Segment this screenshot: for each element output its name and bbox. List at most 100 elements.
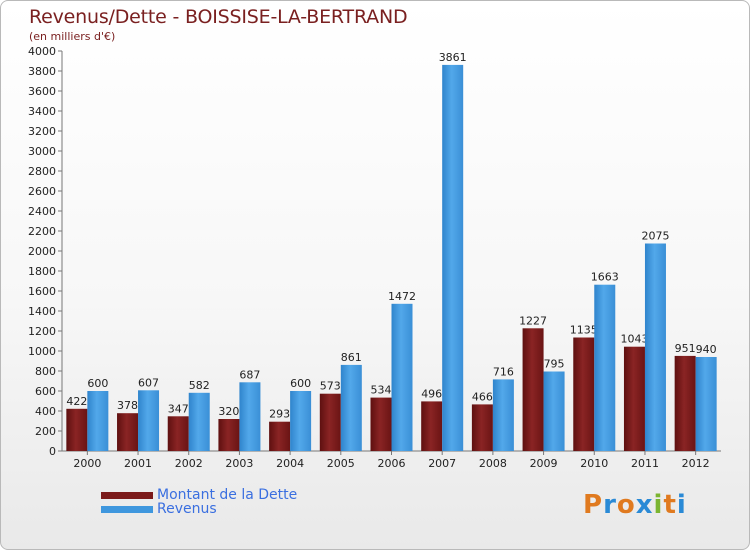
bar-dette bbox=[319, 393, 341, 451]
value-label-revenus: 582 bbox=[189, 379, 210, 392]
bar-dette bbox=[117, 413, 139, 451]
x-tick-label: 2000 bbox=[73, 457, 101, 470]
x-tick-label: 2012 bbox=[682, 457, 710, 470]
value-label-revenus: 795 bbox=[544, 358, 565, 371]
value-label-dette: 573 bbox=[320, 380, 341, 393]
y-tick-label: 2000 bbox=[28, 245, 56, 258]
bar-revenus bbox=[290, 391, 312, 451]
bar-revenus bbox=[594, 284, 616, 451]
x-tick-label: 2008 bbox=[479, 457, 507, 470]
y-tick-label: 2800 bbox=[28, 165, 56, 178]
legend-label-dette: Montant de la Dette bbox=[157, 487, 298, 503]
y-tick-label: 3000 bbox=[28, 145, 56, 158]
value-label-revenus: 1663 bbox=[591, 271, 619, 284]
bar-revenus bbox=[543, 371, 565, 451]
y-tick-label: 1600 bbox=[28, 285, 56, 298]
logo-letter: i bbox=[676, 490, 687, 520]
value-label-revenus: 600 bbox=[87, 377, 108, 390]
y-tick-label: 3600 bbox=[28, 85, 56, 98]
bar-dette bbox=[471, 404, 493, 451]
x-tick-label: 2001 bbox=[124, 457, 152, 470]
logo-letter: o bbox=[616, 490, 636, 520]
legend-label-revenus: Revenus bbox=[157, 501, 217, 517]
x-tick-label: 2003 bbox=[225, 457, 253, 470]
value-label-dette: 320 bbox=[218, 405, 239, 418]
logo-letter: i bbox=[653, 490, 664, 520]
x-tick-label: 2005 bbox=[327, 457, 355, 470]
y-tick-label: 600 bbox=[35, 385, 56, 398]
legend-item-revenus: Revenus bbox=[101, 502, 297, 516]
y-tick-label: 1200 bbox=[28, 325, 56, 338]
value-label-dette: 534 bbox=[371, 384, 392, 397]
logo-letter: r bbox=[603, 490, 617, 520]
y-tick-label: 2600 bbox=[28, 185, 56, 198]
value-label-dette: 378 bbox=[117, 399, 138, 412]
y-tick-label: 3200 bbox=[28, 125, 56, 138]
legend-item-dette: Montant de la Dette bbox=[101, 488, 297, 502]
value-label-dette: 1227 bbox=[519, 314, 547, 327]
x-tick-label: 2007 bbox=[428, 457, 456, 470]
y-tick-label: 2200 bbox=[28, 225, 56, 238]
bar-revenus bbox=[188, 392, 210, 451]
legend: Montant de la Dette Revenus bbox=[101, 488, 297, 516]
x-tick-label: 2011 bbox=[631, 457, 659, 470]
logo-letter: P bbox=[583, 490, 604, 520]
value-label-revenus: 1472 bbox=[388, 290, 416, 303]
value-label-dette: 466 bbox=[472, 390, 493, 403]
bar-revenus bbox=[87, 391, 109, 451]
logo-letter: t bbox=[663, 490, 677, 520]
y-tick-label: 1800 bbox=[28, 265, 56, 278]
value-label-dette: 347 bbox=[168, 402, 189, 415]
bar-dette bbox=[167, 416, 189, 451]
x-tick-label: 2002 bbox=[175, 457, 203, 470]
logo-letter: x bbox=[635, 490, 654, 520]
bar-revenus bbox=[492, 379, 514, 451]
bar-revenus bbox=[138, 390, 160, 451]
value-label-revenus: 3861 bbox=[439, 51, 467, 64]
value-label-revenus: 2075 bbox=[641, 230, 669, 243]
x-tick-label: 2009 bbox=[530, 457, 558, 470]
value-label-revenus: 940 bbox=[696, 343, 717, 356]
y-tick-label: 3400 bbox=[28, 105, 56, 118]
bar-dette bbox=[218, 419, 240, 451]
bar-revenus bbox=[340, 364, 362, 451]
legend-swatch-revenus bbox=[101, 505, 153, 513]
proxiti-logo: Proxiti bbox=[583, 490, 687, 520]
value-label-dette: 293 bbox=[269, 408, 290, 421]
chart-subtitle: (en milliers d'€) bbox=[29, 30, 116, 43]
bar-revenus bbox=[239, 382, 261, 451]
bar-dette bbox=[370, 397, 392, 451]
y-tick-label: 2400 bbox=[28, 205, 56, 218]
value-label-dette: 1043 bbox=[620, 333, 648, 346]
bar-dette bbox=[421, 401, 443, 451]
bar-dette bbox=[269, 421, 291, 451]
y-tick-label: 400 bbox=[35, 405, 56, 418]
y-tick-label: 0 bbox=[49, 445, 56, 458]
bar-dette bbox=[573, 337, 595, 451]
value-label-dette: 422 bbox=[66, 395, 87, 408]
x-tick-label: 2010 bbox=[580, 457, 608, 470]
bar-revenus bbox=[644, 243, 666, 451]
bar-dette bbox=[66, 408, 88, 451]
x-tick-label: 2006 bbox=[378, 457, 406, 470]
value-label-revenus: 716 bbox=[493, 365, 514, 378]
value-label-dette: 1135 bbox=[570, 324, 598, 337]
y-tick-label: 800 bbox=[35, 365, 56, 378]
bar-revenus bbox=[695, 357, 717, 451]
value-label-revenus: 861 bbox=[341, 351, 362, 364]
value-label-revenus: 607 bbox=[138, 376, 159, 389]
y-tick-label: 3800 bbox=[28, 65, 56, 78]
y-tick-label: 1400 bbox=[28, 305, 56, 318]
bar-revenus bbox=[391, 303, 413, 451]
bar-dette bbox=[674, 355, 696, 451]
value-label-revenus: 600 bbox=[290, 377, 311, 390]
y-tick-label: 200 bbox=[35, 425, 56, 438]
y-tick-label: 1000 bbox=[28, 345, 56, 358]
value-label-dette: 496 bbox=[421, 387, 442, 400]
value-label-revenus: 687 bbox=[239, 368, 260, 381]
value-label-dette: 951 bbox=[675, 342, 696, 355]
legend-swatch-dette bbox=[101, 491, 153, 499]
bar-dette bbox=[522, 328, 544, 451]
